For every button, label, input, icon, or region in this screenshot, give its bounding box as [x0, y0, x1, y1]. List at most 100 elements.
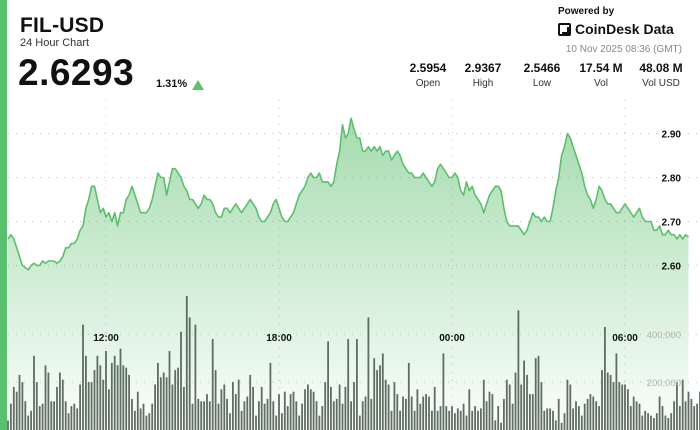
volume-bar: [304, 389, 306, 430]
volume-bar: [327, 341, 329, 430]
volume-bar: [474, 406, 476, 430]
volume-bar: [139, 408, 142, 430]
volume-bar: [500, 422, 502, 430]
volume-bar: [269, 362, 272, 430]
volume-bar: [531, 394, 534, 430]
volume-bar: [15, 391, 18, 430]
stat-high: 2.9367 High: [453, 61, 513, 89]
volume-bar: [18, 374, 21, 430]
volume-bar: [162, 372, 165, 430]
stat-value: 48.08 M: [639, 61, 683, 75]
volume-bar: [21, 382, 24, 430]
brand-name: CoinDesk Data: [575, 21, 674, 37]
volume-bar: [696, 403, 698, 430]
volume-bar: [177, 367, 179, 430]
volume-bar: [191, 403, 194, 430]
volume-bar: [183, 386, 185, 430]
stat-volume-usd: 48.08 M Vol USD: [631, 61, 691, 89]
volume-bar: [136, 391, 139, 430]
volume-bar: [410, 396, 413, 430]
stat-value: 2.5466: [523, 61, 561, 75]
volume-bar: [503, 398, 505, 430]
volume-bar: [566, 379, 569, 430]
volume-bar: [445, 406, 448, 430]
volume-bar: [554, 420, 557, 430]
price-tick-label: 2.70: [662, 217, 682, 228]
volume-bar: [664, 415, 667, 430]
volume-bar: [356, 339, 358, 430]
volume-bar: [580, 415, 583, 430]
volume-bar: [583, 403, 586, 430]
volume-bar: [693, 406, 696, 430]
stat-value: 17.54 M: [579, 61, 623, 75]
volume-bar: [494, 420, 497, 430]
volume-bar: [393, 382, 396, 430]
volume-bar: [73, 403, 76, 430]
volume-bar: [105, 351, 107, 430]
stat-label: Vol USD: [642, 78, 680, 89]
volume-bar: [298, 415, 301, 430]
volume-bar: [661, 406, 664, 430]
volume-bar: [211, 339, 214, 430]
volume-bar: [456, 408, 459, 430]
volume-bar: [24, 401, 27, 430]
volume-bar: [203, 401, 205, 430]
volume-bar: [116, 365, 119, 430]
volume-bar: [477, 410, 479, 430]
volume-bar: [47, 372, 50, 430]
volume-bar: [295, 401, 298, 430]
volume-bar: [433, 386, 436, 430]
volume-bar: [128, 374, 130, 430]
volume-bar: [330, 386, 332, 430]
volume-bar: [384, 379, 387, 430]
volume-bar: [102, 379, 105, 430]
volume-bar: [629, 406, 632, 430]
volume-bar: [10, 403, 12, 430]
volume-bar: [321, 406, 324, 430]
brand[interactable]: CoinDesk Data: [558, 21, 674, 37]
volume-bar: [122, 365, 125, 430]
volume-bar: [125, 367, 128, 430]
volume-bar: [275, 415, 278, 430]
volume-bar: [399, 410, 401, 430]
volume-bar: [540, 382, 543, 430]
volume-bar: [413, 410, 416, 430]
volume-bar: [283, 391, 286, 430]
volume-bar: [376, 370, 378, 430]
volume-bar: [621, 384, 624, 430]
volume-bar: [96, 355, 99, 430]
time-tick-label: 18:00: [266, 333, 292, 344]
volume-bar: [485, 401, 488, 430]
volume-bar: [110, 362, 113, 430]
volume-bar: [387, 384, 390, 430]
volume-bar: [307, 384, 309, 430]
volume-bar: [200, 401, 203, 430]
volume-bar: [480, 408, 482, 430]
volume-bar: [592, 396, 595, 430]
volume-bar: [229, 413, 231, 430]
volume-bar: [90, 382, 93, 430]
volume-bar: [234, 394, 237, 430]
volume-bar: [341, 403, 344, 430]
volume-bar: [442, 353, 445, 430]
volume-bar: [644, 410, 647, 430]
volume-bar: [134, 410, 136, 430]
volume-bar: [208, 401, 211, 430]
volume-bar: [223, 384, 226, 430]
volume-bar: [670, 413, 673, 430]
volume-bar: [214, 370, 217, 430]
volume-bar: [428, 396, 430, 430]
volume-bar: [318, 415, 321, 430]
volume-bar: [206, 394, 208, 430]
volume-bar: [266, 398, 269, 430]
volume-bar: [578, 406, 580, 430]
volume-bar: [451, 406, 453, 430]
volume-bar: [93, 370, 96, 430]
stat-label: Open: [415, 78, 441, 89]
volume-bar: [119, 348, 122, 430]
volume-bar: [422, 396, 425, 430]
volume-bar: [627, 389, 629, 430]
volume-bar: [491, 394, 494, 430]
volume-bar: [188, 317, 191, 430]
